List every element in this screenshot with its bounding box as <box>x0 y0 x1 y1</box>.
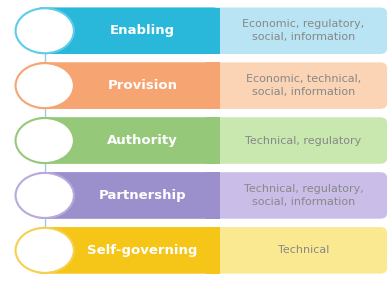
Text: Self-governing: Self-governing <box>87 244 198 257</box>
FancyBboxPatch shape <box>35 172 387 219</box>
Text: Technical: Technical <box>278 245 329 255</box>
FancyBboxPatch shape <box>35 227 387 274</box>
Text: Technical, regulatory: Technical, regulatory <box>245 136 361 146</box>
Bar <box>206 8 220 54</box>
Text: Enabling: Enabling <box>110 24 175 37</box>
FancyBboxPatch shape <box>35 117 387 164</box>
Text: Technical, regulatory,
social, information: Technical, regulatory, social, informati… <box>244 184 363 207</box>
Text: Authority: Authority <box>107 134 178 147</box>
Circle shape <box>16 8 74 53</box>
FancyBboxPatch shape <box>35 172 220 219</box>
FancyBboxPatch shape <box>35 8 220 54</box>
FancyBboxPatch shape <box>35 8 387 54</box>
Bar <box>206 172 220 219</box>
FancyBboxPatch shape <box>35 117 220 164</box>
FancyBboxPatch shape <box>35 227 220 274</box>
FancyBboxPatch shape <box>35 62 220 109</box>
Text: Partnership: Partnership <box>99 189 186 202</box>
Circle shape <box>16 173 74 218</box>
Bar <box>206 227 220 274</box>
Bar <box>206 117 220 164</box>
Bar <box>206 62 220 109</box>
Text: Provision: Provision <box>107 79 177 92</box>
Text: Economic, regulatory,
social, information: Economic, regulatory, social, informatio… <box>242 19 364 42</box>
Text: Economic, technical,
social, information: Economic, technical, social, information <box>246 74 361 97</box>
FancyBboxPatch shape <box>35 62 387 109</box>
Circle shape <box>16 118 74 163</box>
Circle shape <box>16 228 74 273</box>
Circle shape <box>16 63 74 108</box>
